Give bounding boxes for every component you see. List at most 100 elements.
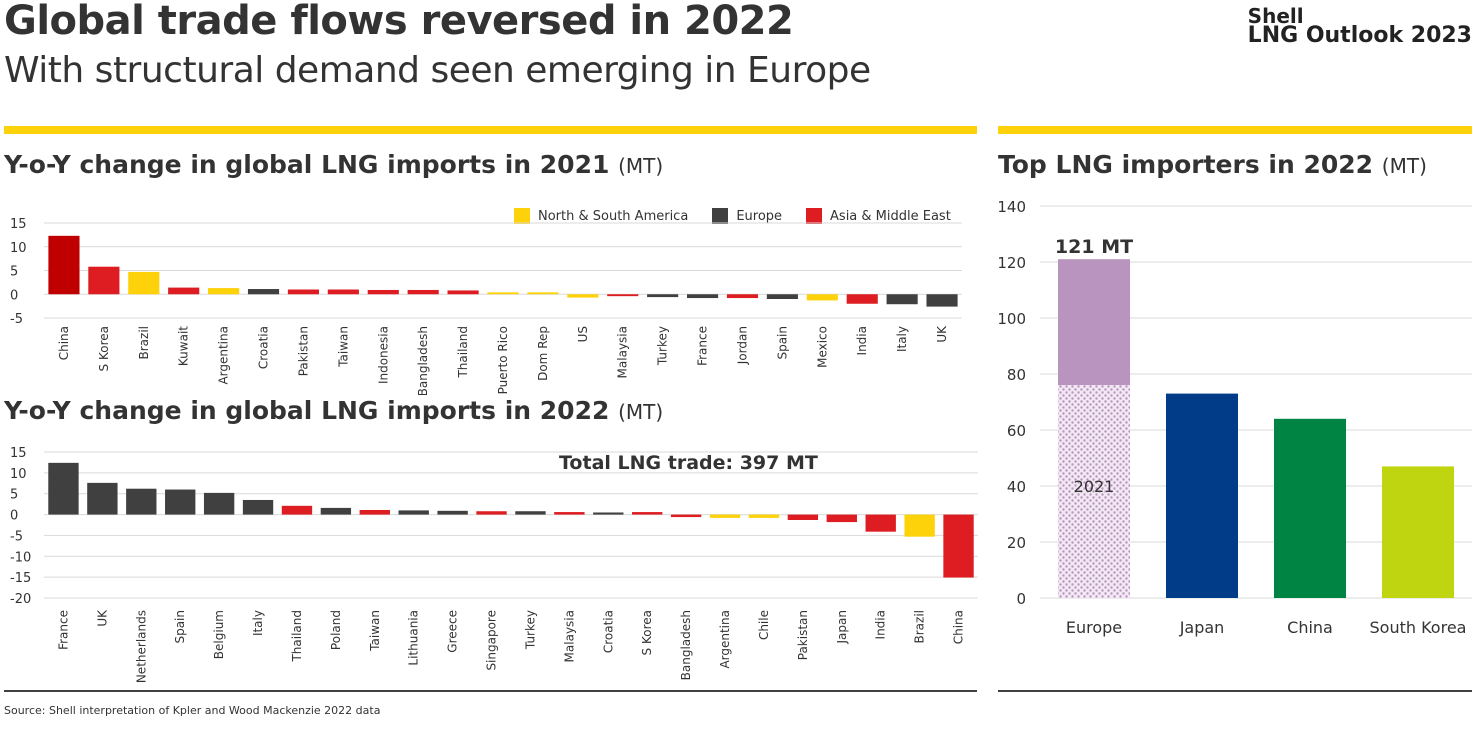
y-tick-label: 10 <box>10 241 27 256</box>
category-label: Japan <box>1179 618 1225 637</box>
bar-italy <box>242 499 274 515</box>
chart2-total-annotation: Total LNG trade: 397 MT <box>559 452 818 474</box>
bar-turkey <box>647 294 679 298</box>
y-tick-label: 80 <box>1007 366 1026 384</box>
brand-name: Shell <box>1247 4 1304 28</box>
chart2-title-text: Y-o-Y change in global LNG imports in 20… <box>4 396 610 425</box>
category-label: Spain <box>173 610 187 644</box>
bar-chile <box>748 514 780 518</box>
chart-2021-yoy: 15 10 5 0 -5 China S Korea Brazil Kuwait Argentin… <box>10 217 962 395</box>
category-label: Lithuania <box>407 610 421 666</box>
category-label: Taiwan <box>336 326 350 368</box>
bar-china <box>943 514 974 578</box>
y-tick-label: 60 <box>1007 422 1026 440</box>
y-tick-label: 0 <box>1016 590 1026 608</box>
category-label: Argentina <box>718 610 732 669</box>
bar-puerto-rico <box>487 292 519 295</box>
category-label: China <box>1287 618 1333 637</box>
y-tick-label: 15 <box>10 446 27 461</box>
category-label: Croatia <box>257 326 271 369</box>
bar-croatia <box>247 289 280 295</box>
europe-total-label: 121 MT <box>1055 236 1133 258</box>
chart-top-importers: 140 120 100 80 60 40 20 0 2021 121 MT Europe Japan C… <box>997 198 1472 637</box>
brand-logo: Shell LNG Outlook 2023 <box>1247 4 1472 48</box>
page-subtitle: With structural demand seen emerging in … <box>4 50 871 91</box>
chart1-title-text: Y-o-Y change in global LNG imports in 20… <box>4 150 610 179</box>
category-label: Poland <box>329 610 343 650</box>
category-label: Pakistan <box>796 610 810 660</box>
right-panel-top-rule <box>998 126 1472 134</box>
category-label: Croatia <box>601 610 615 653</box>
category-label: Taiwan <box>368 610 382 652</box>
brand-publication: LNG Outlook 2023 <box>1247 23 1472 48</box>
legend-item-asia: Asia & Middle East <box>806 208 951 224</box>
bar-jordan <box>726 294 759 299</box>
chart-2022-yoy: 15 10 5 0 -5 -10 -15 -20 France UK Netherlands Spai… <box>10 446 978 683</box>
bar-thailand <box>281 505 313 515</box>
category-label: Bangladesh <box>416 326 430 395</box>
y-tick-label: -20 <box>10 592 31 607</box>
category-label: Chile <box>757 610 771 640</box>
category-label: Spain <box>775 326 789 360</box>
bar-brazil <box>128 271 160 295</box>
category-label: US <box>576 326 590 342</box>
bar-uk <box>87 482 118 515</box>
category-label: Singapore <box>485 610 499 671</box>
bar-dom-rep <box>527 292 559 295</box>
category-label: Dom Rep <box>536 326 550 381</box>
page-title: Global trade flows reversed in 2022 <box>4 0 794 44</box>
category-label: Bangladesh <box>679 610 693 680</box>
legend-swatch-asia <box>806 208 823 224</box>
bar-turkey <box>515 511 546 515</box>
legend-item-americas: North & South America <box>514 208 688 224</box>
legend-swatch-europe <box>712 208 729 224</box>
bar-japan <box>1166 393 1238 598</box>
y-tick-label: -10 <box>10 550 31 565</box>
y-tick-label: 15 <box>10 217 27 232</box>
right-panel-bottom-rule <box>998 690 1472 692</box>
bar-netherlands <box>126 488 157 515</box>
bar-france <box>48 462 79 515</box>
bar-taiwan <box>359 509 390 515</box>
chart3-unit: (MT) <box>1381 154 1427 178</box>
category-label: Brazil <box>913 610 927 644</box>
category-label: Argentina <box>217 326 231 385</box>
bar-mexico <box>806 294 838 301</box>
bar-south-korea <box>1382 466 1454 598</box>
bar-argentina <box>208 288 240 295</box>
europe-2021-label: 2021 <box>1074 477 1115 496</box>
category-label: Europe <box>1066 618 1122 637</box>
category-label: UK <box>95 609 109 627</box>
category-label: Italy <box>895 326 909 352</box>
category-label: Mexico <box>815 326 829 368</box>
y-tick-label: 100 <box>997 310 1026 328</box>
bar-europe-2022-increment <box>1058 259 1130 386</box>
category-label: Japan <box>835 610 849 644</box>
y-tick-label: 5 <box>10 265 18 280</box>
y-tick-label: 20 <box>1007 534 1026 552</box>
chart1-title: Y-o-Y change in global LNG imports in 20… <box>4 150 663 179</box>
category-label: S Korea <box>640 610 654 655</box>
bar-greece <box>437 510 468 515</box>
chart1-unit: (MT) <box>618 154 664 178</box>
category-label: Brazil <box>137 326 151 360</box>
bar-india <box>865 514 896 532</box>
category-label: Jordan <box>735 326 749 365</box>
bar-bangladesh <box>407 289 439 295</box>
bar-us <box>567 294 599 298</box>
bar-spain <box>165 489 196 515</box>
bar-italy <box>886 294 918 305</box>
category-label: Puerto Rico <box>496 326 510 394</box>
chart2-title: Y-o-Y change in global LNG imports in 20… <box>4 396 663 425</box>
left-panel-top-rule <box>4 126 977 134</box>
category-label: Thailand <box>290 610 304 663</box>
bar-china <box>1274 418 1346 598</box>
bar-singapore <box>476 511 507 515</box>
bar-spain <box>766 294 798 299</box>
source-note: Source: Shell interpretation of Kpler an… <box>4 704 381 717</box>
category-label: India <box>855 326 869 355</box>
category-label: Thailand <box>456 326 470 379</box>
left-panel-bottom-rule <box>4 690 977 692</box>
bar-taiwan <box>327 289 359 295</box>
chart3-title: Top LNG importers in 2022 (MT) <box>998 150 1427 179</box>
